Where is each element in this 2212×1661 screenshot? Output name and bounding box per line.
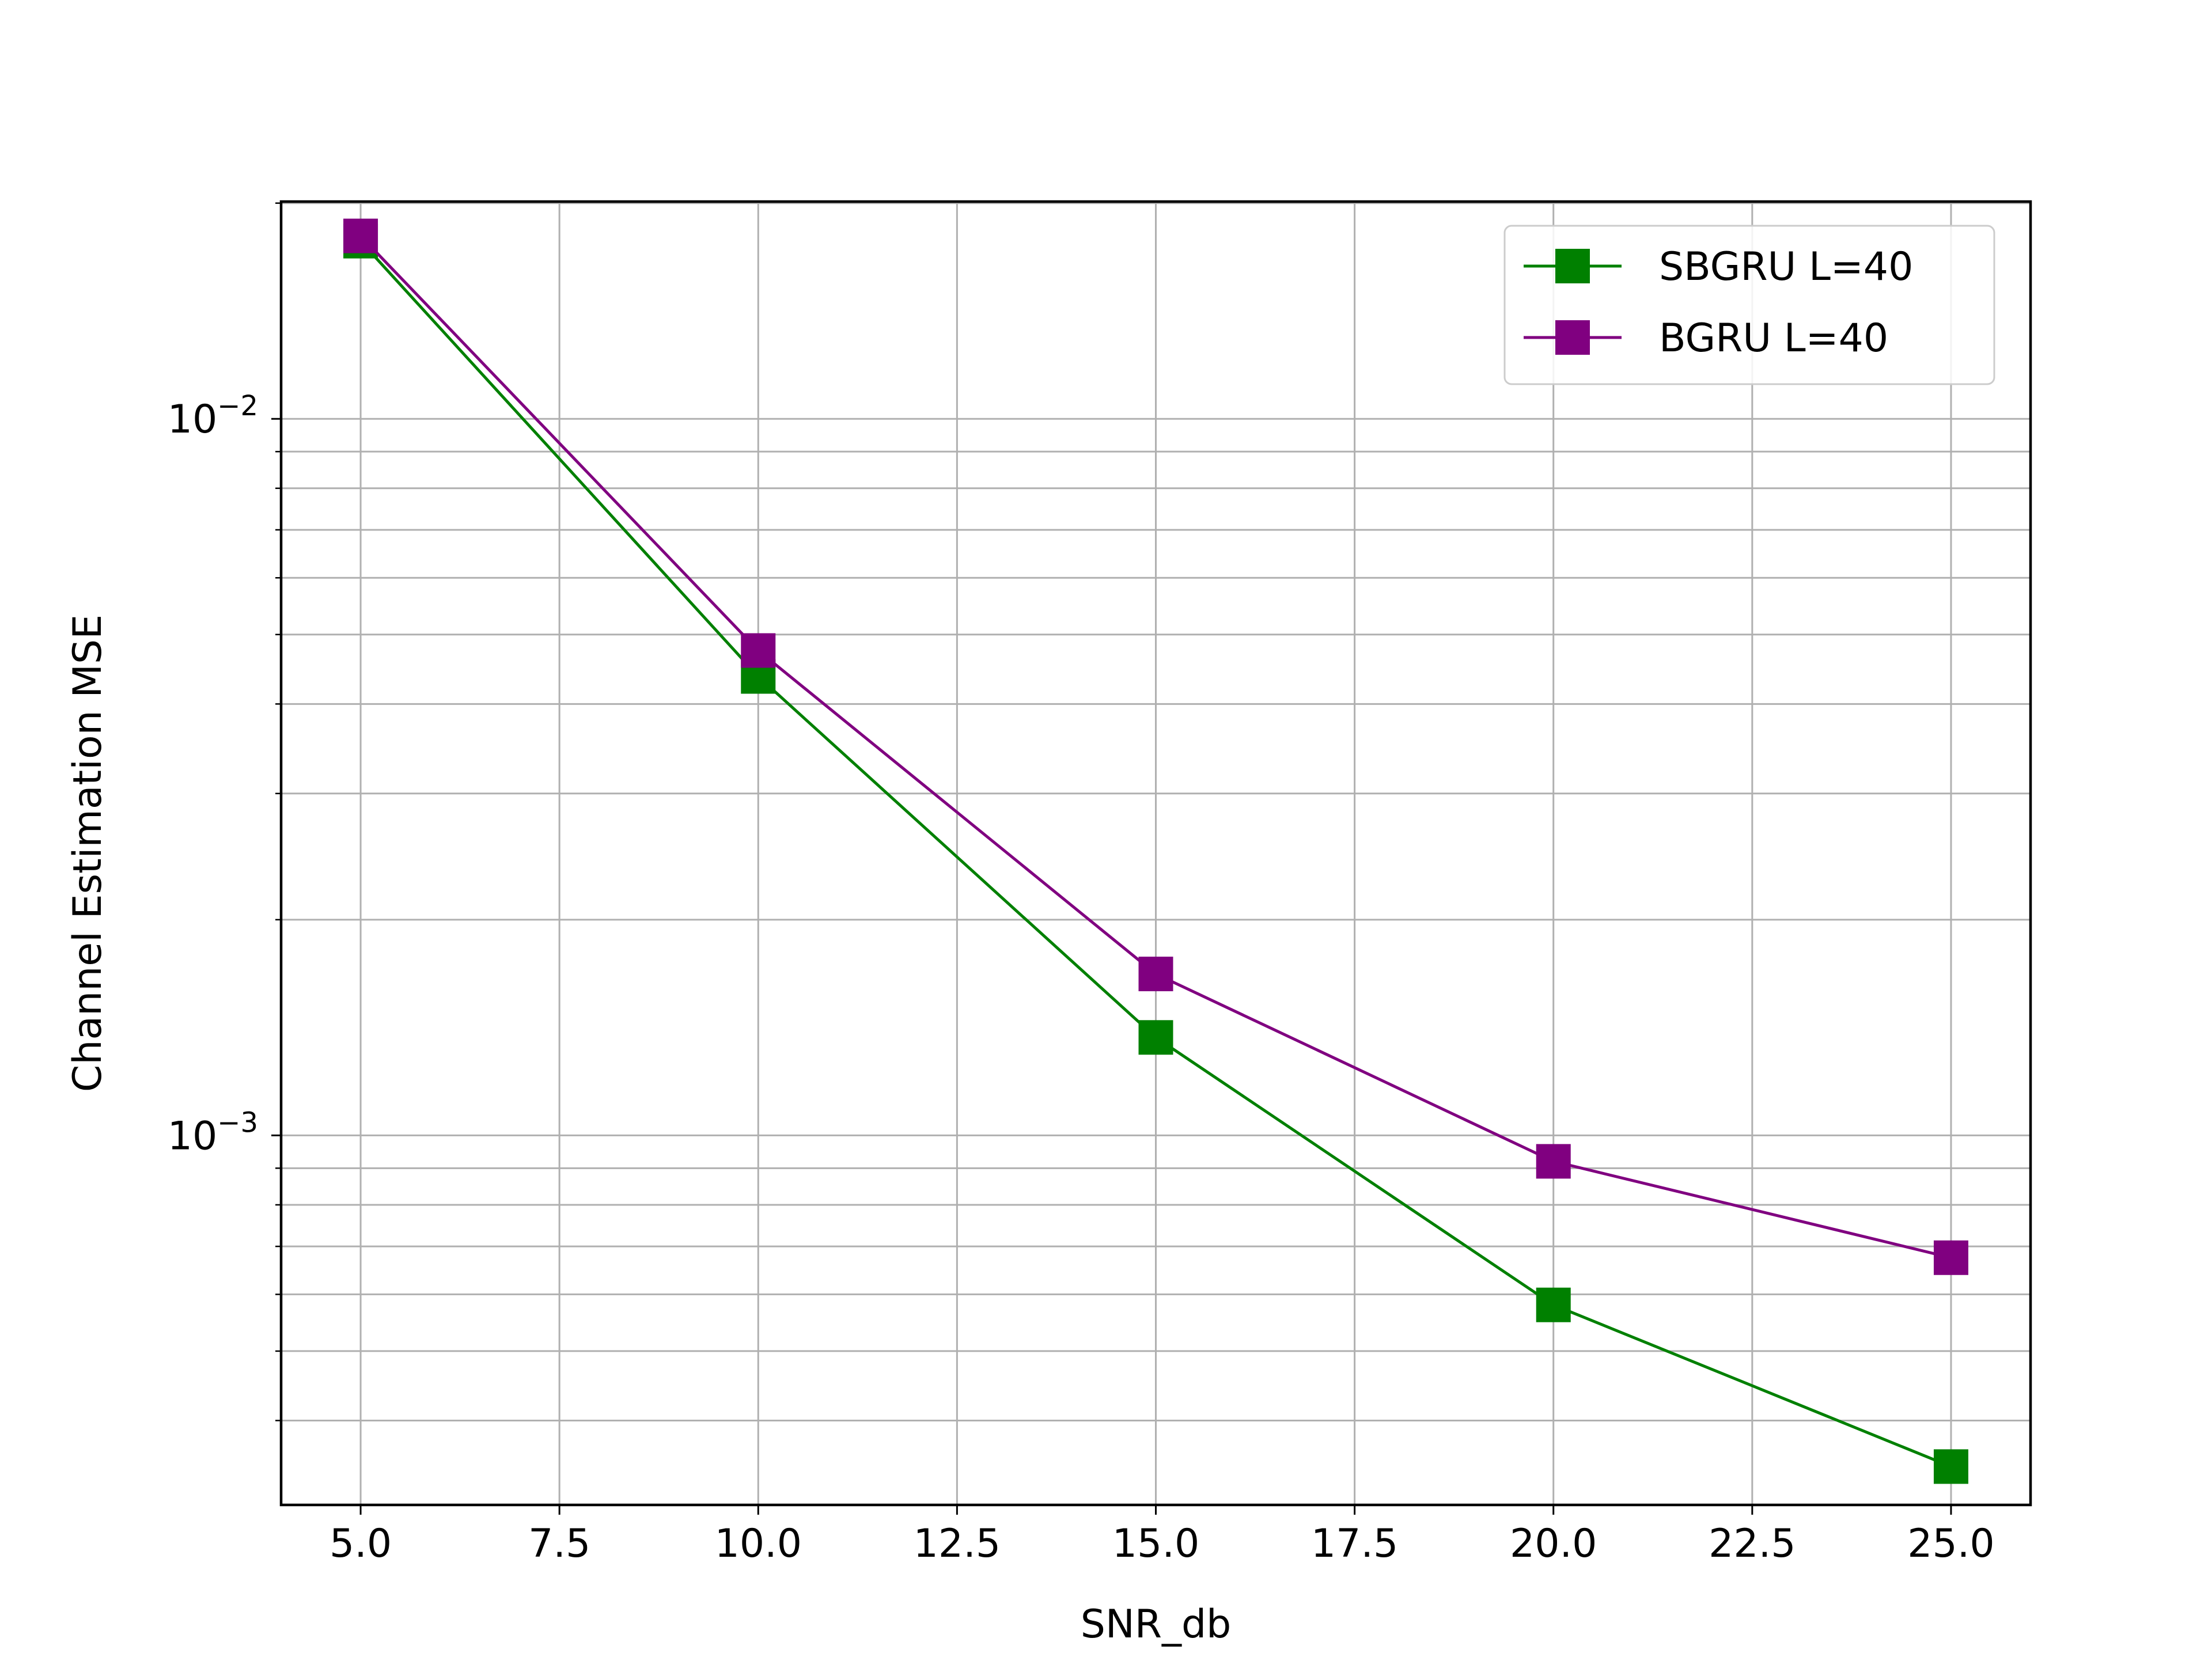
data-point bbox=[1536, 1287, 1571, 1322]
x-tick-label: 20.0 bbox=[1510, 1521, 1597, 1567]
x-tick-label: 25.0 bbox=[1907, 1521, 1994, 1567]
x-tick-label: 5.0 bbox=[329, 1521, 392, 1567]
legend: SBGRU L=40 BGRU L=40 bbox=[1503, 225, 1995, 385]
data-point bbox=[741, 633, 776, 668]
x-tick-label: 12.5 bbox=[914, 1521, 1001, 1567]
series-group bbox=[343, 218, 1968, 1275]
x-tick-label: 17.5 bbox=[1311, 1521, 1398, 1567]
legend-label: SBGRU L=40 bbox=[1659, 244, 1913, 290]
legend-box bbox=[1503, 225, 1995, 385]
data-point bbox=[1536, 1144, 1571, 1179]
legend-label: BGRU L=40 bbox=[1659, 316, 1888, 361]
series-layer bbox=[343, 218, 1968, 1484]
data-point bbox=[343, 218, 378, 253]
x-tick-label: 15.0 bbox=[1112, 1521, 1199, 1567]
data-point bbox=[1138, 1020, 1173, 1055]
y-axis-label: Channel Estimation MSE bbox=[65, 615, 111, 1092]
legend-marker bbox=[1555, 320, 1590, 355]
data-point bbox=[1933, 1240, 1968, 1275]
x-tick-label: 10.0 bbox=[715, 1521, 802, 1567]
y-tick-label: 10−3 bbox=[168, 1106, 258, 1159]
grid bbox=[281, 202, 2031, 1505]
x-tick-label: 22.5 bbox=[1709, 1521, 1796, 1567]
axis-ticks: 5.0 7.5 10.0 12.5 15.0 17.5 20.0 22.5 25.0 10−3 10… bbox=[168, 202, 1995, 1567]
legend-marker bbox=[1555, 249, 1590, 283]
x-tick-label: 7.5 bbox=[528, 1521, 590, 1567]
data-point bbox=[1933, 1449, 1968, 1484]
data-point bbox=[1138, 957, 1173, 992]
x-axis-label: SNR_db bbox=[1081, 1602, 1232, 1647]
y-tick-label: 10−2 bbox=[168, 390, 258, 442]
